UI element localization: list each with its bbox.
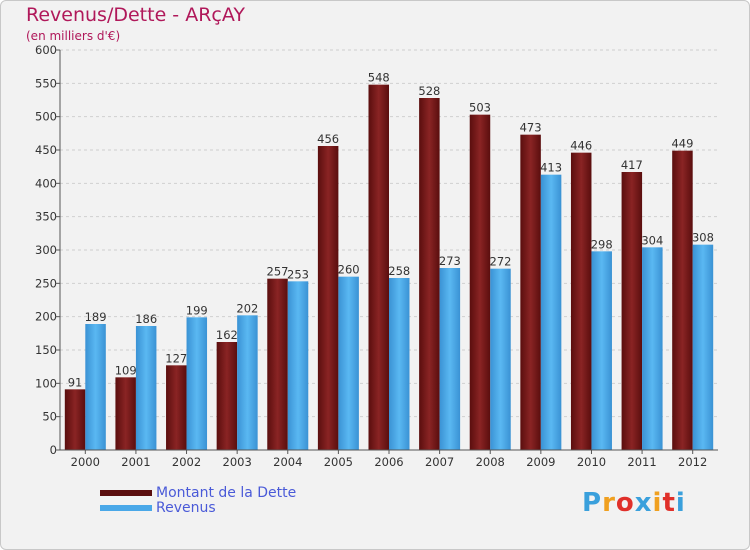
data-label-debt: 91 xyxy=(68,375,83,389)
logo-letter: x xyxy=(634,488,653,518)
data-label-debt: 257 xyxy=(267,265,289,279)
x-tick-label: 2012 xyxy=(678,455,707,469)
bar-revenue xyxy=(642,247,663,450)
y-tick-label: 150 xyxy=(35,343,57,357)
data-label-debt: 109 xyxy=(115,363,137,377)
bar-debt xyxy=(64,389,86,450)
bar-revenue xyxy=(237,315,258,450)
data-label-revenue: 189 xyxy=(85,310,107,324)
data-label-revenue: 199 xyxy=(186,303,208,317)
data-label-revenue: 260 xyxy=(338,263,360,277)
bar-debt xyxy=(570,152,592,450)
data-label-revenue: 413 xyxy=(540,161,562,175)
y-tick-label: 450 xyxy=(35,143,57,157)
data-label-debt: 548 xyxy=(368,71,390,85)
data-label-debt: 456 xyxy=(317,132,339,146)
bar-debt xyxy=(267,278,288,450)
y-tick-label: 250 xyxy=(35,276,57,290)
logo-letter: i xyxy=(675,488,686,518)
proxiti-logo: Proxiti xyxy=(582,488,686,518)
bar-debt xyxy=(216,342,238,450)
bar-debt xyxy=(672,150,693,450)
legend-label-revenue: Revenus xyxy=(156,499,216,516)
data-label-revenue: 273 xyxy=(439,254,461,268)
data-label-revenue: 253 xyxy=(287,267,309,281)
data-label-debt: 127 xyxy=(165,351,187,365)
x-tick-label: 2005 xyxy=(324,455,353,469)
y-tick-label: 50 xyxy=(42,410,57,424)
y-tick-label: 550 xyxy=(35,76,57,90)
data-label-debt: 449 xyxy=(671,137,693,151)
logo-letter: i xyxy=(652,488,663,518)
data-label-debt: 473 xyxy=(520,121,542,135)
data-label-revenue: 258 xyxy=(388,264,410,278)
x-tick-label: 2007 xyxy=(425,455,454,469)
legend: Montant de la Dette Revenus xyxy=(100,484,297,516)
y-tick-label: 200 xyxy=(35,310,57,324)
y-tick-label: 400 xyxy=(35,176,57,190)
y-tick-label: 300 xyxy=(35,243,57,257)
data-label-debt: 417 xyxy=(621,158,643,172)
x-tick-label: 2002 xyxy=(172,455,201,469)
data-label-debt: 528 xyxy=(418,84,440,98)
data-label-revenue: 304 xyxy=(641,233,663,247)
data-label-revenue: 308 xyxy=(692,231,714,245)
x-tick-label: 2010 xyxy=(577,455,606,469)
legend-swatch-debt xyxy=(100,489,152,496)
axis-layer: 0 50 100 150 200 250 300 350 400 450 500 550 600 2000… xyxy=(35,43,718,469)
bar-debt xyxy=(621,172,643,450)
bar-revenue xyxy=(490,268,511,450)
x-tick-label: 2006 xyxy=(374,455,403,469)
bar-revenue xyxy=(591,251,612,450)
data-label-revenue: 202 xyxy=(236,301,258,315)
x-tick-label: 2009 xyxy=(526,455,555,469)
logo-letter: t xyxy=(662,488,676,518)
legend-label-debt: Montant de la Dette xyxy=(156,484,297,501)
y-tick-label: 0 xyxy=(50,443,57,457)
bar-revenue xyxy=(540,174,562,450)
y-tick-label: 500 xyxy=(35,110,57,124)
data-label-debt: 446 xyxy=(570,139,592,153)
bar-revenue xyxy=(287,281,309,450)
chart-subtitle: (en milliers d'€) xyxy=(26,29,121,43)
legend-item-debt: Montant de la Dette xyxy=(100,484,297,501)
legend-swatch-revenue xyxy=(100,504,152,511)
y-tick-label: 600 xyxy=(35,43,57,57)
bar-revenue xyxy=(85,324,106,450)
data-label-debt: 503 xyxy=(469,101,491,115)
y-tick-label: 100 xyxy=(35,376,57,390)
x-tick-label: 2008 xyxy=(476,455,505,469)
x-tick-label: 2001 xyxy=(121,455,150,469)
data-label-revenue: 298 xyxy=(591,237,613,251)
x-tick-label: 2004 xyxy=(273,455,302,469)
data-label-revenue: 186 xyxy=(135,312,157,326)
bar-revenue xyxy=(692,244,714,450)
x-tick-label: 2003 xyxy=(223,455,252,469)
bar-debt xyxy=(419,98,440,450)
bar-debt xyxy=(317,146,339,450)
bar-debt xyxy=(368,84,389,451)
x-tick-label: 2000 xyxy=(71,455,100,469)
data-label-debt: 162 xyxy=(216,328,238,342)
y-tick-label: 350 xyxy=(35,210,57,224)
bar-debt xyxy=(115,377,136,450)
data-label-revenue: 272 xyxy=(490,255,512,269)
bar-revenue xyxy=(338,276,359,450)
logo-letter: r xyxy=(602,488,616,518)
bar-debt xyxy=(469,114,491,451)
x-tick-label: 2011 xyxy=(627,455,656,469)
bar-revenue xyxy=(135,326,157,450)
bar-revenue xyxy=(439,268,461,450)
bar-revenue xyxy=(389,278,410,450)
logo-letter: o xyxy=(615,488,635,518)
logo-letter: P xyxy=(582,488,603,518)
bar-debt xyxy=(520,134,541,450)
bar-revenue xyxy=(186,317,208,450)
chart-title: Revenus/Dette - ARçAY xyxy=(26,4,245,26)
bar-debt xyxy=(166,365,187,450)
legend-item-revenue: Revenus xyxy=(100,499,296,516)
